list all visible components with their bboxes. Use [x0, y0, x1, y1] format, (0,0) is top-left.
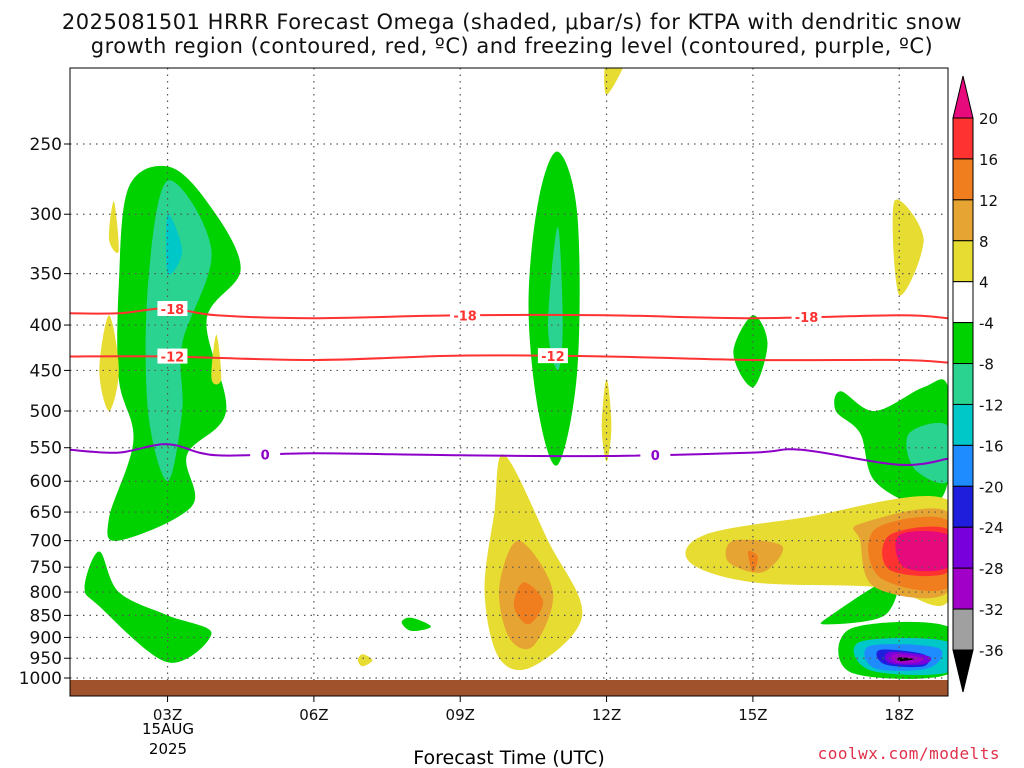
y-tick-label-650: 650: [30, 503, 62, 523]
colorbar-label-4: 4: [979, 274, 989, 292]
omega-region-neg16-11: [165, 213, 183, 275]
contour-line-neg12: [70, 354, 948, 364]
colorbar-swatch-10: [952, 526, 974, 569]
colorbar-label-neg28: -28: [979, 560, 1004, 578]
omega-region-neg8-3: [733, 315, 768, 388]
colorbar-label-neg36: -36: [979, 642, 1004, 660]
contour-label-bg: [250, 446, 281, 462]
colorbar-label-8: 8: [979, 233, 989, 251]
omega-region-4-23: [892, 199, 924, 296]
omega-region-neg8-1: [84, 551, 212, 663]
chart-title-line-2: growth region (contoured, red, ºC) and f…: [90, 34, 934, 58]
colorbar-swatch-0: [952, 117, 974, 160]
contour-label-neg12: -12: [161, 351, 185, 366]
colorbar: 20 16 12 8 4 -4 -8 -12 -16 -20 -24 -28 -32 -36: [952, 75, 1004, 693]
colorbar-swatch-9: [952, 485, 974, 528]
y-tick-label-700: 700: [30, 532, 62, 552]
y-tick-label-500: 500: [30, 402, 62, 422]
contour-label-bg: [791, 309, 822, 325]
x-tick-label-18Z: 18Z: [885, 706, 914, 724]
y-tick-label-850: 850: [30, 606, 62, 626]
colorbar-swatch-5: [952, 322, 974, 365]
colorbar-label-neg32: -32: [979, 601, 1004, 619]
omega-region-4-18: [108, 201, 119, 253]
contour-label-0: 0: [261, 448, 270, 463]
omega-region-neg12-9: [548, 226, 563, 371]
colorbar-label-neg24: -24: [979, 519, 1004, 537]
time-axis: 03Z 06Z 09Z 12Z 15Z 18Z: [153, 696, 914, 724]
colorbar-swatch-1: [952, 158, 974, 201]
colorbar-swatch-2: [952, 199, 974, 242]
y-tick-label-300: 300: [30, 205, 62, 225]
shaded-omega-regions: [84, 68, 948, 679]
colorbar-swatch-6: [952, 363, 974, 405]
colorbar-label-neg12: -12: [979, 396, 1004, 414]
colorbar-bottom-triangle: [952, 649, 974, 693]
colorbar-swatch-12: [952, 608, 974, 651]
contour-label-0: 0: [651, 449, 660, 464]
x-tick-label-15Z: 15Z: [738, 706, 767, 724]
omega-region-4-19: [99, 315, 119, 411]
contour-label-bg: [537, 348, 568, 364]
omega-region-4-20: [211, 334, 222, 385]
x-tick-label-03Z: 03Z: [153, 706, 182, 724]
contour-label-bg: [157, 348, 188, 364]
colorbar-swatch-11: [952, 567, 974, 610]
omega-region-neg12-10: [906, 422, 948, 484]
date-label-year: 2025: [149, 740, 187, 758]
colorbar-swatch-7: [952, 403, 974, 446]
omega-region-12-30: [513, 582, 544, 625]
contour-label-neg18: -18: [161, 303, 185, 318]
omega-region-neg8-6: [401, 617, 431, 632]
plot-frame: [69, 67, 949, 697]
x-tick-label-09Z: 09Z: [446, 706, 475, 724]
y-tick-label-950: 950: [30, 649, 62, 669]
contour-line-0: [70, 443, 948, 467]
y-tick-label-900: 900: [30, 628, 62, 648]
x-tick-label-06Z: 06Z: [299, 706, 328, 724]
y-tick-label-350: 350: [30, 265, 62, 285]
watermark: coolwx.com/modelts: [817, 744, 1000, 763]
colorbar-swatch-3: [952, 240, 974, 283]
y-tick-label-600: 600: [30, 472, 62, 492]
contour-label-bg: [450, 307, 481, 323]
omega-region-neg8-4: [834, 379, 948, 507]
x-axis-label: Forecast Time (UTC): [413, 747, 604, 768]
colorbar-label-neg16: -16: [979, 437, 1004, 455]
omega-region-12-31: [747, 550, 758, 573]
contour-label-neg18: -18: [795, 311, 819, 326]
y-tick-label-450: 450: [30, 361, 62, 381]
omega-region-neg12-8: [145, 180, 212, 482]
omega-region-4-26: [357, 654, 373, 667]
y-tick-label-550: 550: [30, 439, 62, 459]
x-tick-label-12Z: 12Z: [592, 706, 621, 724]
contour-label-neg12: -12: [541, 350, 565, 365]
contour-lines: -18 -18 -18 -12 -12 0 0: [70, 301, 948, 467]
y-tick-label-250: 250: [30, 135, 62, 155]
y-tick-label-400: 400: [30, 316, 62, 336]
colorbar-label-neg4: -4: [979, 315, 994, 333]
chart-title-line-1: 2025081501 HRRR Forecast Omega (shaded, …: [61, 10, 963, 34]
ground-bar: [70, 680, 948, 696]
colorbar-label-neg8: -8: [979, 356, 994, 374]
colorbar-label-20: 20: [979, 110, 998, 128]
omega-region-4-21: [604, 68, 623, 95]
date-label-day: 15AUG: [142, 720, 194, 738]
contour-label-bg: [157, 301, 188, 317]
plot-grid: [70, 68, 948, 696]
contour-label-bg: [640, 446, 671, 462]
colorbar-top-triangle: [952, 75, 974, 119]
colorbar-label-16: 16: [979, 151, 998, 169]
pressure-axis: 2503003504004505005506006507007508008509…: [19, 135, 70, 689]
colorbar-swatch-8: [952, 444, 974, 487]
y-tick-label-800: 800: [30, 583, 62, 603]
colorbar-label-neg20: -20: [979, 478, 1004, 496]
colorbar-label-12: 12: [979, 192, 998, 210]
y-tick-label-1000: 1000: [19, 669, 62, 689]
contour-label-neg18: -18: [453, 309, 477, 324]
omega-region-20-34: [895, 531, 948, 572]
y-tick-label-750: 750: [30, 558, 62, 578]
colorbar-swatch-4: [952, 281, 974, 324]
